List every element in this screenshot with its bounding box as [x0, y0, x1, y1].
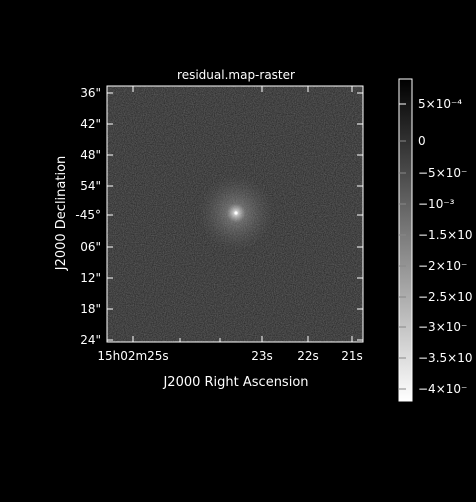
dec-tick-label: -45° [75, 208, 101, 222]
dec-axis: 36" 42" 48" 54" -45° 06" 12" 18" 24" [75, 86, 363, 347]
plot-frame [106, 85, 364, 343]
colorbar-label: 5×10⁻⁴ [418, 97, 462, 111]
dec-tick-label: 24" [80, 333, 101, 347]
plot-title: residual.map-raster [177, 68, 295, 82]
dec-tick-label: 18" [80, 302, 101, 316]
ra-tick-label: 23s [251, 349, 273, 363]
colorbar-label: −3.5×10 [418, 351, 472, 365]
colorbar-label: −10⁻³ [418, 197, 455, 211]
dec-tick-label: 54" [80, 179, 101, 193]
dec-tick-label: 06" [80, 240, 101, 254]
colorbar-label: −5×10⁻ [418, 166, 467, 180]
colorbar-gradient [398, 78, 413, 402]
dec-tick-label: 12" [80, 271, 101, 285]
dec-tick-label: 36" [80, 86, 101, 100]
colorbar-label: −1.5×10 [418, 228, 472, 242]
dec-tick-label: 42" [80, 117, 101, 131]
x-axis-label: J2000 Right Ascension [162, 375, 308, 390]
ra-axis: 15h02m25s 23s 22s 21s [97, 86, 363, 363]
y-axis-label: J2000 Declination [54, 156, 69, 272]
colorbar-label: −3×10⁻ [418, 320, 467, 334]
colorbar-label: −2×10⁻ [418, 259, 467, 273]
colorbar-label: −4×10⁻ [418, 382, 467, 396]
ra-tick-label: 21s [341, 349, 363, 363]
ra-tick-label: 15h02m25s [97, 349, 168, 363]
ra-tick-label: 22s [297, 349, 319, 363]
colorbar: 5×10⁻⁴ 0 −5×10⁻ −10⁻³ −1.5×10 −2×10⁻ −2.… [398, 78, 472, 402]
dec-tick-label: 48" [80, 148, 101, 162]
colorbar-label: −2.5×10 [418, 290, 472, 304]
colorbar-label: 0 [418, 134, 426, 148]
residual-raster[interactable] [107, 86, 363, 342]
